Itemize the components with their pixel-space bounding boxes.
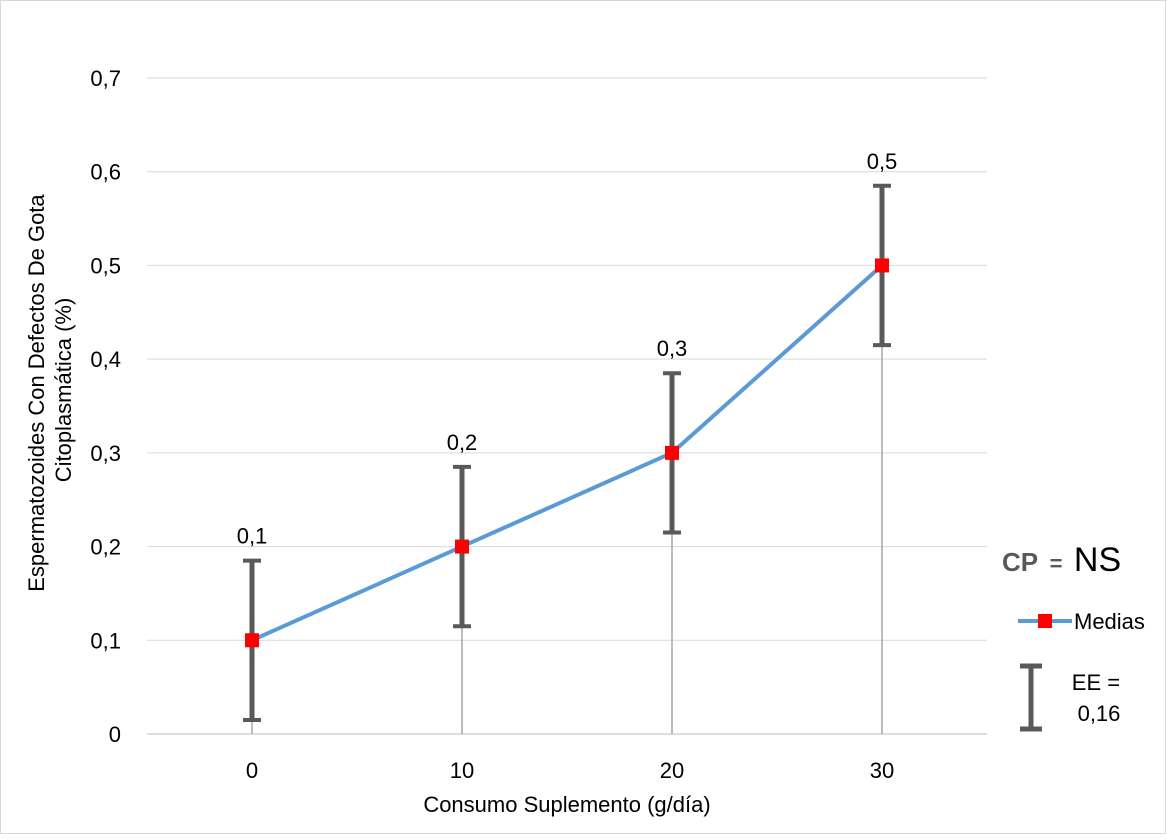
gridlines	[147, 77, 987, 735]
legend-item-medias: Medias	[1018, 609, 1145, 634]
legend-label-ee: EE = 0,16	[1072, 670, 1126, 726]
cp-label: CP	[1002, 547, 1038, 577]
x-tick-label: 0	[246, 758, 258, 783]
legend-marker-swatch	[1038, 614, 1052, 628]
y-tick-label: 0,2	[90, 535, 121, 560]
data-point-marker	[665, 445, 679, 460]
series-lines	[251, 263, 884, 643]
y-tick-label: 0,6	[90, 160, 121, 185]
legend-item-ee: EE = 0,16	[1020, 663, 1126, 732]
y-tick-label: 0,7	[90, 66, 121, 91]
y-tick-label: 0,5	[90, 253, 121, 278]
data-label: 0,5	[867, 149, 898, 174]
x-tick-label: 30	[870, 758, 894, 783]
y-tick-label: 0,1	[90, 628, 121, 653]
legend: Medias EE = 0,16	[1018, 609, 1145, 732]
cp-annotation: CP = NS	[1002, 541, 1121, 579]
x-tick-labels: 0 10 20 30	[246, 758, 894, 783]
data-point-marker	[455, 539, 469, 554]
data-point-marker	[245, 633, 259, 648]
series-markers	[245, 258, 889, 648]
y-axis-title: Espermatozoides Con Defectos De Gota Cit…	[24, 188, 76, 592]
y-axis-title-line-1: Espermatozoides Con Defectos De Gota	[24, 194, 49, 592]
data-label: 0,3	[657, 336, 688, 361]
legend-label-medias: Medias	[1074, 609, 1145, 634]
legend-label-ee-line-2: 0,16	[1078, 701, 1121, 726]
y-tick-label: 0,4	[90, 347, 121, 372]
x-tick-label: 20	[660, 758, 684, 783]
x-axis-title: Consumo Suplemento (g/día)	[423, 792, 710, 817]
series-line	[251, 263, 884, 643]
y-axis-title-line-2: Citoplasmática (%)	[51, 298, 76, 483]
cp-equals: =	[1050, 551, 1063, 576]
legend-label-ee-line-1: EE =	[1072, 670, 1120, 695]
data-label: 0,2	[447, 430, 478, 455]
y-tick-label: 0,3	[90, 441, 121, 466]
y-tick-labels: 0 0,1 0,2 0,3 0,4 0,5 0,6 0,7	[90, 66, 121, 747]
data-point-marker	[875, 258, 889, 273]
y-tick-label: 0	[109, 722, 121, 747]
cp-value: NS	[1074, 541, 1121, 579]
x-tick-label: 10	[450, 758, 474, 783]
data-labels: 0,1 0,2 0,3 0,5	[237, 149, 898, 549]
data-label: 0,1	[237, 524, 268, 549]
